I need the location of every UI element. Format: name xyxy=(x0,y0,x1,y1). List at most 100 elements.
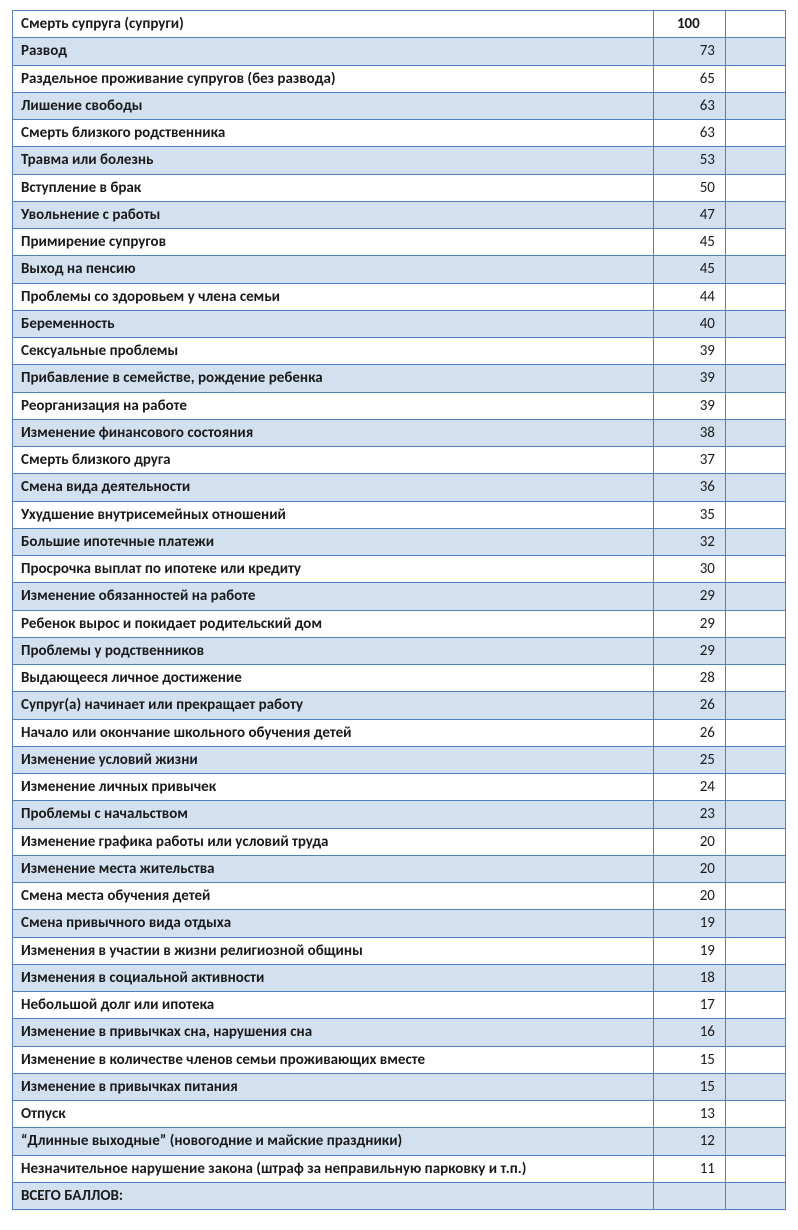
user-score-cell[interactable] xyxy=(725,746,785,773)
event-score: 100 xyxy=(653,11,725,38)
user-score-cell[interactable] xyxy=(725,11,785,38)
event-label: Проблемы у родственников xyxy=(13,637,654,664)
event-label: Выход на пенсию xyxy=(13,256,654,283)
event-label: Небольшой долг или ипотека xyxy=(13,992,654,1019)
user-score-cell[interactable] xyxy=(725,283,785,310)
event-label: Смена места обучения детей xyxy=(13,883,654,910)
table-row: Изменение в привычках сна, нарушения сна… xyxy=(13,1019,786,1046)
user-score-cell[interactable] xyxy=(725,719,785,746)
user-score-cell[interactable] xyxy=(725,556,785,583)
user-score-cell[interactable] xyxy=(725,120,785,147)
user-score-cell[interactable] xyxy=(725,692,785,719)
event-score: 26 xyxy=(653,719,725,746)
user-score-cell[interactable] xyxy=(725,38,785,65)
user-score-cell[interactable] xyxy=(725,583,785,610)
event-label: Просрочка выплат по ипотеке или кредиту xyxy=(13,556,654,583)
table-row: Реорганизация на работе39 xyxy=(13,392,786,419)
table-row: Смена привычного вида отдыха19 xyxy=(13,910,786,937)
event-score: 20 xyxy=(653,828,725,855)
user-score-cell[interactable] xyxy=(725,910,785,937)
table-row: Смена вида деятельности36 xyxy=(13,474,786,501)
event-label: Начало или окончание школьного обучения … xyxy=(13,719,654,746)
event-label: Смена вида деятельности xyxy=(13,474,654,501)
table-row: Увольнение с работы47 xyxy=(13,201,786,228)
event-label: Увольнение с работы xyxy=(13,201,654,228)
event-score: 36 xyxy=(653,474,725,501)
user-score-cell[interactable] xyxy=(725,147,785,174)
table-row: Сексуальные проблемы39 xyxy=(13,338,786,365)
user-score-cell[interactable] xyxy=(725,828,785,855)
event-label: Вступление в брак xyxy=(13,174,654,201)
event-score: 39 xyxy=(653,338,725,365)
table-row: Супруг(а) начинает или прекращает работу… xyxy=(13,692,786,719)
user-score-cell[interactable] xyxy=(725,201,785,228)
event-score: 53 xyxy=(653,147,725,174)
user-score-cell[interactable] xyxy=(725,1155,785,1182)
user-score-cell[interactable] xyxy=(725,174,785,201)
table-row: Развод73 xyxy=(13,38,786,65)
event-label: Примирение супругов xyxy=(13,229,654,256)
table-row: Отпуск13 xyxy=(13,1101,786,1128)
user-score-cell[interactable] xyxy=(725,937,785,964)
user-score-cell[interactable] xyxy=(725,229,785,256)
event-score: 45 xyxy=(653,256,725,283)
user-score-cell[interactable] xyxy=(725,992,785,1019)
total-row: ВСЕГО БАЛЛОВ: xyxy=(13,1182,786,1209)
event-label: Развод xyxy=(13,38,654,65)
user-score-cell[interactable] xyxy=(725,528,785,555)
user-score-cell[interactable] xyxy=(725,883,785,910)
event-label: Выдающееся личное достижение xyxy=(13,665,654,692)
user-score-cell[interactable] xyxy=(725,65,785,92)
user-score-cell[interactable] xyxy=(725,964,785,991)
user-score-cell[interactable] xyxy=(725,1101,785,1128)
event-score: 40 xyxy=(653,310,725,337)
table-row: Изменение в привычках питания15 xyxy=(13,1073,786,1100)
user-score-cell[interactable] xyxy=(725,1073,785,1100)
user-score-cell[interactable] xyxy=(725,801,785,828)
event-score: 28 xyxy=(653,665,725,692)
event-label: Смерть близкого друга xyxy=(13,447,654,474)
event-score: 18 xyxy=(653,964,725,991)
user-score-cell[interactable] xyxy=(725,855,785,882)
event-label: Ухудшение внутрисемейных отношений xyxy=(13,501,654,528)
user-score-cell[interactable] xyxy=(725,392,785,419)
user-score-cell[interactable] xyxy=(725,419,785,446)
user-score-cell[interactable] xyxy=(725,774,785,801)
user-score-cell[interactable] xyxy=(725,665,785,692)
total-user-score-cell[interactable] xyxy=(725,1182,785,1209)
table-row: Прибавление в семействе, рождение ребенк… xyxy=(13,365,786,392)
user-score-cell[interactable] xyxy=(725,1019,785,1046)
table-row: Изменение в количестве членов семьи прож… xyxy=(13,1046,786,1073)
user-score-cell[interactable] xyxy=(725,610,785,637)
event-label: Беременность xyxy=(13,310,654,337)
user-score-cell[interactable] xyxy=(725,256,785,283)
table-row: Примирение супругов45 xyxy=(13,229,786,256)
table-row: Выход на пенсию45 xyxy=(13,256,786,283)
user-score-cell[interactable] xyxy=(725,474,785,501)
user-score-cell[interactable] xyxy=(725,501,785,528)
table-row: Раздельное проживание супругов (без разв… xyxy=(13,65,786,92)
table-row: Травма или болезнь53 xyxy=(13,147,786,174)
user-score-cell[interactable] xyxy=(725,447,785,474)
user-score-cell[interactable] xyxy=(725,637,785,664)
event-label: Смерть супруга (супруги) xyxy=(13,11,654,38)
event-score: 20 xyxy=(653,883,725,910)
event-label: Прибавление в семействе, рождение ребенк… xyxy=(13,365,654,392)
table-row: Беременность40 xyxy=(13,310,786,337)
user-score-cell[interactable] xyxy=(725,338,785,365)
event-label: Проблемы со здоровьем у члена семьи xyxy=(13,283,654,310)
user-score-cell[interactable] xyxy=(725,1128,785,1155)
table-row: Проблемы с начальством23 xyxy=(13,801,786,828)
event-score: 35 xyxy=(653,501,725,528)
event-score: 24 xyxy=(653,774,725,801)
user-score-cell[interactable] xyxy=(725,310,785,337)
event-label: Раздельное проживание супругов (без разв… xyxy=(13,65,654,92)
event-label: Сексуальные проблемы xyxy=(13,338,654,365)
user-score-cell[interactable] xyxy=(725,1046,785,1073)
event-score: 65 xyxy=(653,65,725,92)
event-score: 45 xyxy=(653,229,725,256)
table-row: Изменения в участии в жизни религиозной … xyxy=(13,937,786,964)
user-score-cell[interactable] xyxy=(725,365,785,392)
user-score-cell[interactable] xyxy=(725,92,785,119)
event-score: 29 xyxy=(653,610,725,637)
